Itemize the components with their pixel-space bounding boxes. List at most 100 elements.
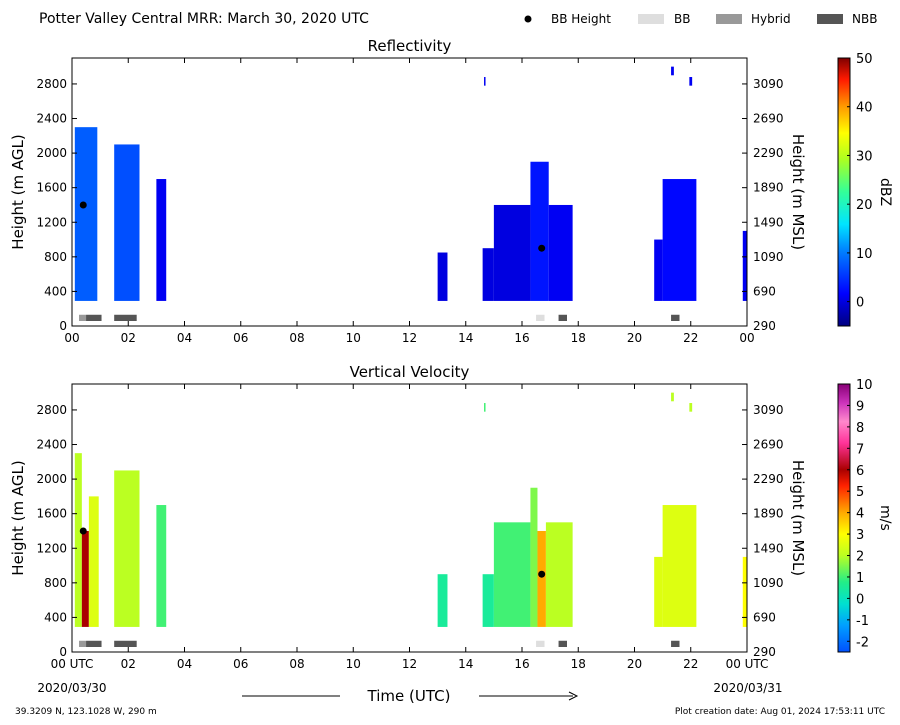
echo-region	[689, 77, 693, 86]
x-tick-label: 10	[346, 331, 361, 345]
colorbar	[837, 57, 851, 327]
precip-type-bar-nbb	[86, 640, 102, 647]
colorbar-tick-label: 9	[856, 399, 864, 414]
colorbar-tick-label: 8	[856, 421, 864, 436]
y-tick-label: 0	[59, 645, 67, 659]
colorbar-label: dBZ	[877, 178, 893, 206]
x-tick-label: 16	[514, 657, 529, 671]
colorbar-tick-label: 0	[856, 592, 864, 607]
echo-region	[654, 556, 663, 627]
echo-region	[74, 453, 82, 627]
y2-tick-label: 2290	[753, 472, 784, 486]
y2-tick-label: 1890	[753, 507, 784, 521]
echo-region	[484, 77, 486, 86]
plot-frame	[71, 383, 748, 653]
y2-tick-label: 1090	[753, 250, 784, 264]
end-date-label: 2020/03/31	[713, 681, 782, 695]
y-tick-label: 400	[44, 284, 67, 298]
y-tick-label: 0	[59, 319, 67, 333]
echo-region	[493, 522, 531, 627]
precip-type-bar-bb	[536, 314, 545, 321]
echo-region	[537, 530, 546, 627]
x-tick-label: 22	[683, 331, 698, 345]
start-date-label: 2020/03/30	[37, 681, 106, 695]
y-tick-label: 2800	[36, 77, 67, 91]
colorbar	[837, 383, 851, 653]
y-tick-label: 2400	[36, 112, 67, 126]
y-tick-label: 1600	[36, 181, 67, 195]
echo-region	[114, 470, 140, 627]
colorbar-label: m/s	[877, 505, 893, 531]
bb-height-point	[538, 570, 546, 578]
echo-region	[530, 487, 538, 627]
y2-tick-label: 290	[753, 319, 776, 333]
legend-marker-bb-height	[524, 15, 532, 23]
x-tick-label: 00	[739, 331, 754, 345]
echo-region	[482, 574, 494, 627]
echo-region	[671, 66, 674, 76]
echo-region	[81, 530, 89, 627]
x-tick-label: 02	[121, 657, 136, 671]
y2-tick-label: 1890	[753, 181, 784, 195]
echo-region	[437, 252, 448, 301]
x-tick-label: 14	[458, 331, 473, 345]
legend-label: BB	[674, 12, 690, 26]
legend-label: Hybrid	[751, 12, 791, 26]
station-location: 39.3209 N, 123.1028 W, 290 m	[15, 707, 157, 717]
colorbar-tick-label: 3	[856, 528, 864, 543]
legend-swatch-bb	[638, 14, 664, 24]
echo-region	[742, 230, 747, 301]
x-tick-label: 12	[402, 657, 417, 671]
y2-axis-label: Height (m MSL)	[789, 134, 807, 250]
precip-type-bar-nbb	[671, 314, 680, 321]
y2-tick-label: 290	[753, 645, 776, 659]
x-tick-label: 00	[64, 331, 79, 345]
echo-region	[530, 161, 549, 301]
y-axis-label: Height (m AGL)	[9, 134, 27, 249]
x-tick-label: 00 UTC	[51, 657, 94, 671]
legend-swatch-hybrid	[716, 14, 742, 24]
echo-region	[742, 556, 747, 627]
legend-label: NBB	[852, 12, 877, 26]
x-tick-label: 20	[627, 331, 642, 345]
colorbar-tick-label: 2	[856, 550, 864, 565]
precip-type-bar-nbb	[671, 640, 680, 647]
x-tick-label: 06	[233, 657, 248, 671]
echo-region	[74, 127, 98, 301]
x-tick-label: 08	[289, 331, 304, 345]
y-tick-label: 1600	[36, 507, 67, 521]
figure-title: Potter Valley Central MRR: March 30, 202…	[39, 11, 369, 27]
colorbar-tick-label: -1	[856, 614, 869, 629]
time-arrow-head	[568, 691, 579, 701]
plot-frame	[71, 57, 748, 327]
y2-tick-label: 3090	[753, 403, 784, 417]
bb-height-point	[79, 527, 87, 535]
precip-type-bar-hybrid	[79, 640, 87, 647]
y2-tick-label: 2690	[753, 438, 784, 452]
precip-type-bar-hybrid	[79, 314, 87, 321]
x-tick-label: 18	[571, 657, 586, 671]
echo-region	[548, 204, 573, 301]
precip-type-bar-bb	[536, 640, 545, 647]
echo-region	[156, 505, 167, 627]
panel-title: Reflectivity	[368, 37, 452, 55]
colorbar-tick-label: 1	[856, 571, 864, 586]
echo-region	[662, 505, 697, 627]
bb-height-point	[79, 201, 87, 209]
x-tick-label: 04	[177, 331, 192, 345]
y2-axis-label: Height (m MSL)	[789, 460, 807, 576]
y2-tick-label: 1490	[753, 215, 784, 229]
precip-type-bar-nbb	[86, 314, 102, 321]
x-tick-label: 22	[683, 657, 698, 671]
y-axis-label: Height (m AGL)	[9, 460, 27, 575]
y2-tick-label: 3090	[753, 77, 784, 91]
echo-region	[114, 144, 140, 301]
x-tick-label: 00 UTC	[726, 657, 769, 671]
y-tick-label: 800	[44, 576, 67, 590]
echo-region	[484, 403, 486, 412]
x-tick-label: 06	[233, 331, 248, 345]
echo-region	[437, 574, 448, 627]
precip-type-bar-nbb	[114, 314, 137, 321]
